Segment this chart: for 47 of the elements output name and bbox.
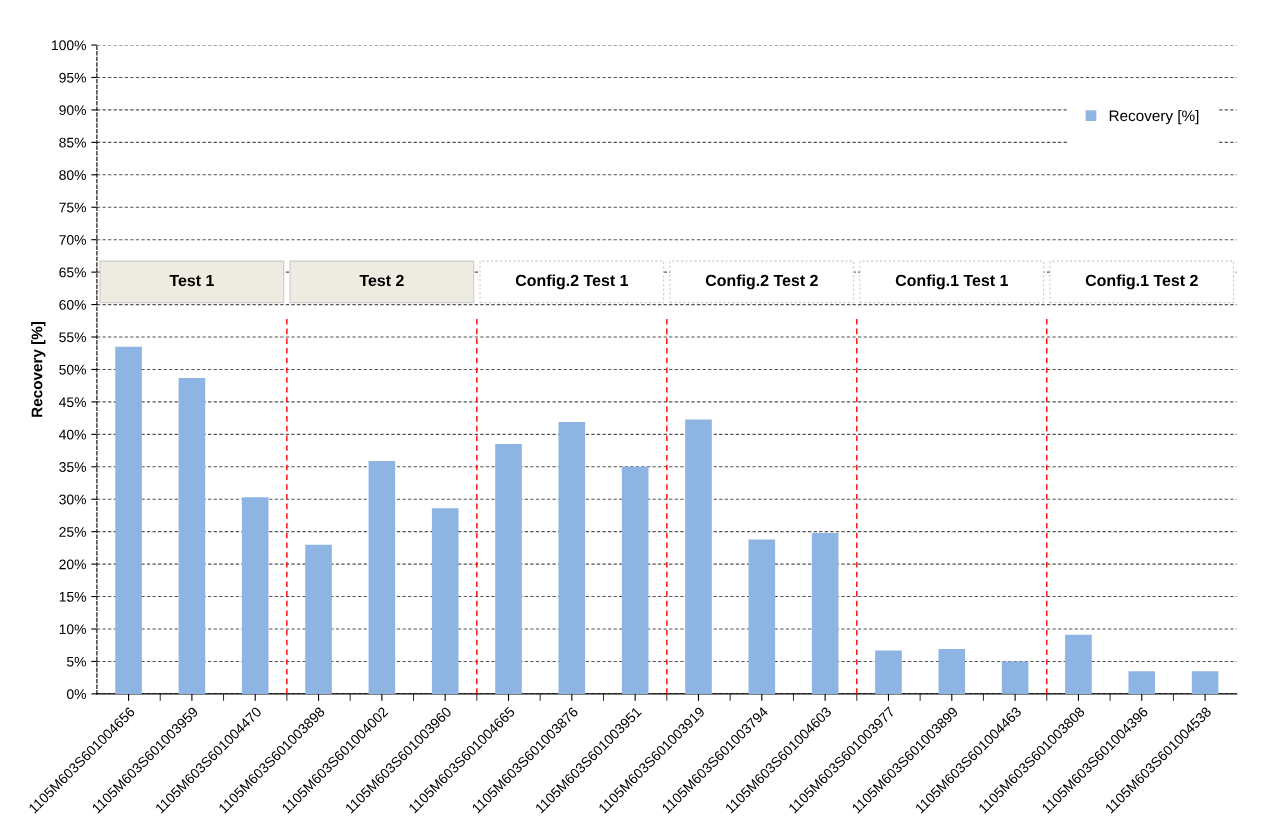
legend-label: Recovery [%] [1109,109,1199,125]
y-axis-title: Recovery [%] [31,321,46,417]
y-tick-label: 95% [59,72,86,83]
y-tick-label: 75% [59,202,86,213]
y-tick-label: 25% [59,527,86,537]
y-tick-label: 0% [66,689,86,700]
bar [1065,634,1092,694]
bar [748,539,776,694]
bar [495,444,522,694]
bar [938,649,966,694]
bar [115,346,142,694]
bar [1191,671,1219,694]
bar [1128,671,1156,694]
bar [621,466,649,694]
annotation: Config.2 Test 1 [515,274,629,290]
y-tick-label: 30% [59,494,86,505]
annotation: Config.2 Test 2 [705,274,818,290]
y-tick-label: 10% [59,624,86,635]
annotation: Config.1 Test 2 [1085,274,1198,290]
bar [558,422,586,694]
y-tick-label: 45% [59,397,86,408]
y-tick-label: 80% [59,170,86,180]
y-tick-label: 100% [52,40,86,51]
y-tick-label: 90% [59,105,86,116]
y-tick-label: 70% [59,235,86,245]
bar [241,497,269,694]
y-tick-label: 65% [59,267,86,278]
bar [178,377,206,694]
bar [875,650,902,694]
y-tick-label: 40% [59,429,86,440]
annotation: Test 2 [359,274,404,287]
annotation: Config.1 Test 1 [895,274,1008,290]
y-tick-label: 5% [66,656,86,667]
bar [431,508,459,694]
y-tick-label: 55% [59,332,86,343]
y-tick-label: 60% [59,299,86,310]
annotation: Test 1 [169,275,214,287]
y-tick-label: 85% [59,137,86,148]
y-tick-label: 50% [59,364,86,375]
bar [305,544,332,694]
bar [368,460,396,694]
bar [811,532,839,694]
y-tick-label: 20% [59,559,86,570]
bar [1001,661,1029,694]
bar [685,419,712,694]
y-tick-label: 15% [59,591,86,602]
y-tick-label: 35% [59,462,86,472]
